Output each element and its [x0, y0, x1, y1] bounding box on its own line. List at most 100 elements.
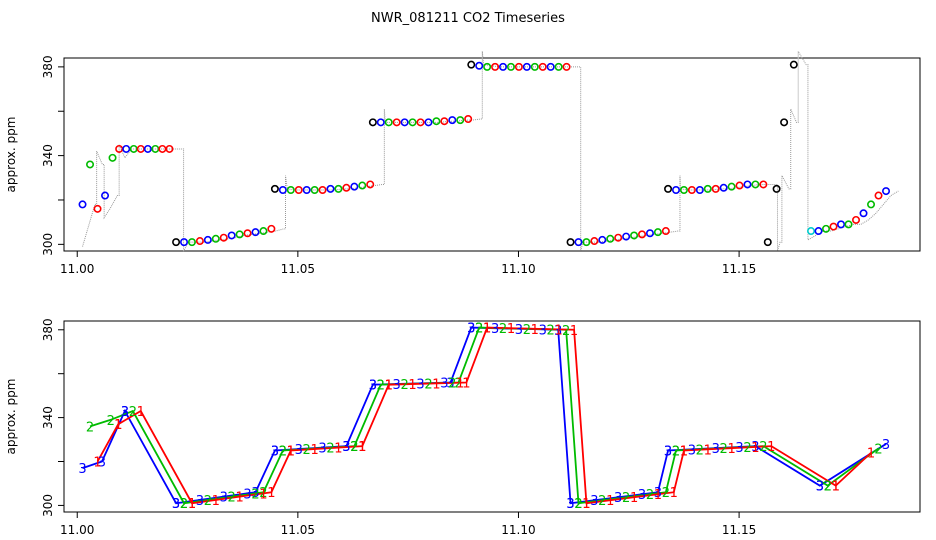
- series-marker: 2: [523, 323, 531, 338]
- data-point: [687, 185, 696, 194]
- series-marker: 2: [350, 440, 358, 455]
- panel-top-marks: [78, 49, 899, 252]
- data-point: [822, 224, 831, 233]
- data-point: [86, 160, 95, 169]
- data-point: [358, 181, 367, 190]
- x-tick-label: 11.00: [60, 262, 94, 276]
- data-point: [630, 231, 639, 240]
- data-point: [187, 238, 196, 247]
- series-marker: 1: [704, 443, 712, 458]
- series-marker: 3: [654, 486, 662, 501]
- panel-top-frame: [63, 57, 921, 252]
- series-marker: 1: [680, 445, 688, 460]
- data-point: [203, 235, 212, 244]
- series-marker: 2: [107, 414, 115, 429]
- series-marker: 3: [416, 377, 424, 392]
- series-marker: 2: [424, 377, 432, 392]
- series-marker: 2: [672, 445, 680, 460]
- series-marker: 2: [86, 420, 94, 435]
- data-point: [491, 62, 500, 71]
- data-point: [108, 153, 117, 162]
- panel-bottom-axes: 11.00 11.05 11.10 11.15 300 340 380 approx. ppm: [4, 318, 756, 537]
- series-marker: 1: [358, 440, 366, 455]
- data-point: [735, 181, 744, 190]
- data-point: [400, 118, 409, 127]
- y-tick-label: 300: [41, 233, 55, 256]
- series-marker: 1: [259, 487, 267, 502]
- series-marker: 1: [832, 480, 840, 495]
- y-tick-label: 380: [41, 318, 55, 341]
- series-marker: 3: [318, 442, 326, 457]
- series-marker: 2: [251, 487, 259, 502]
- y-tick-label: 340: [41, 144, 55, 167]
- data-point: [538, 62, 547, 71]
- series-marker: 1: [832, 480, 840, 495]
- data-point: [844, 220, 853, 229]
- series-marker: 1: [408, 378, 416, 393]
- data-point: [243, 229, 252, 238]
- series-marker: 1: [727, 442, 735, 457]
- data-point: [366, 180, 375, 189]
- series-marker: 1: [358, 440, 366, 455]
- data-point: [566, 238, 575, 247]
- data-point: [278, 185, 287, 194]
- series-marker: 1: [680, 445, 688, 460]
- data-point: [143, 144, 152, 153]
- series-marker: 3: [446, 376, 454, 391]
- series-marker: 2: [350, 440, 358, 455]
- series-marker: 1: [654, 488, 662, 503]
- data-point: [606, 234, 615, 243]
- series-marker: 1: [606, 494, 614, 509]
- series-marker: 1: [767, 440, 775, 455]
- data-point: [302, 185, 311, 194]
- series-marker: 3: [590, 494, 598, 509]
- data-point: [574, 238, 583, 247]
- data-point: [590, 237, 599, 246]
- data-point: [227, 231, 236, 240]
- data-point: [195, 237, 204, 246]
- series-marker: 3: [467, 322, 475, 337]
- y-tick-label: 340: [41, 406, 55, 429]
- series-marker: 2: [279, 445, 287, 460]
- x-tick-label: 11.00: [60, 523, 94, 537]
- data-point: [376, 118, 385, 127]
- data-point: [211, 234, 220, 243]
- series-marker: 2: [180, 497, 188, 512]
- series-marker: 1: [188, 497, 196, 512]
- panel-bottom-lines: 11.00 11.05 11.10 11.15 300 340 380 approx. ppm…: [4, 318, 921, 537]
- data-point: [671, 185, 680, 194]
- x-tick-label: 11.05: [281, 523, 315, 537]
- series-marker: 1: [630, 491, 638, 506]
- series-marker: 3: [121, 405, 129, 420]
- series-marker: 1: [670, 486, 678, 501]
- y-tick-label: 300: [41, 494, 55, 517]
- series-marker: 3: [440, 377, 448, 392]
- data-point: [464, 115, 473, 124]
- series-marker: 3: [220, 491, 228, 506]
- data-point: [499, 62, 508, 71]
- data-point: [448, 116, 457, 125]
- series-marker: 3: [342, 440, 350, 455]
- data-point: [711, 184, 720, 193]
- data-point: [267, 224, 276, 233]
- series-marker: 3: [515, 323, 523, 338]
- series-marker: 1: [267, 486, 275, 501]
- series-marker: 1: [114, 418, 122, 433]
- series-marker: 1: [507, 322, 515, 337]
- series-marker: 3: [271, 445, 279, 460]
- series-marker: 3: [393, 378, 401, 393]
- series-marker: 3: [467, 322, 475, 337]
- series-marker: 1: [432, 377, 440, 392]
- series-marker: 2: [672, 445, 680, 460]
- series-marker: 2: [400, 378, 408, 393]
- data-point: [653, 228, 662, 237]
- data-point: [514, 62, 523, 71]
- data-point: [326, 184, 335, 193]
- data-point: [882, 187, 891, 196]
- data-point: [93, 204, 102, 213]
- series-marker: 3: [251, 486, 259, 501]
- series-marker: 1: [582, 497, 590, 512]
- data-point: [259, 227, 268, 236]
- data-point: [467, 60, 476, 69]
- series-marker: 1: [582, 497, 590, 512]
